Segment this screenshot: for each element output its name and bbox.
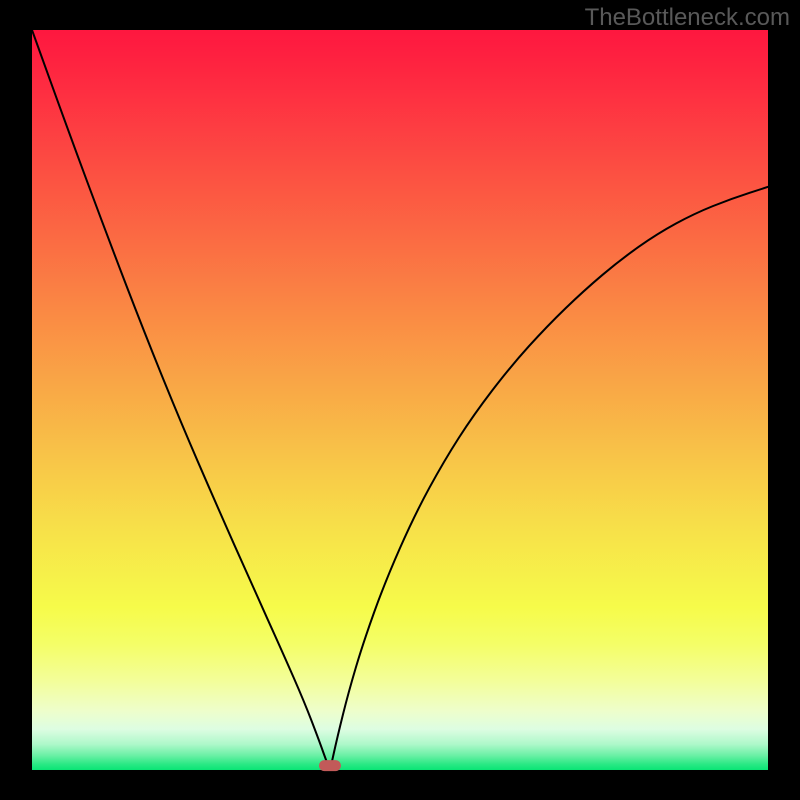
watermark-text: TheBottleneck.com bbox=[585, 4, 790, 32]
curve-path bbox=[330, 187, 768, 770]
plot-area bbox=[32, 30, 768, 770]
minimum-marker bbox=[319, 760, 341, 772]
chart-container: TheBottleneck.com bbox=[0, 0, 800, 800]
curve-svg bbox=[32, 30, 768, 770]
curve-path bbox=[32, 30, 330, 770]
